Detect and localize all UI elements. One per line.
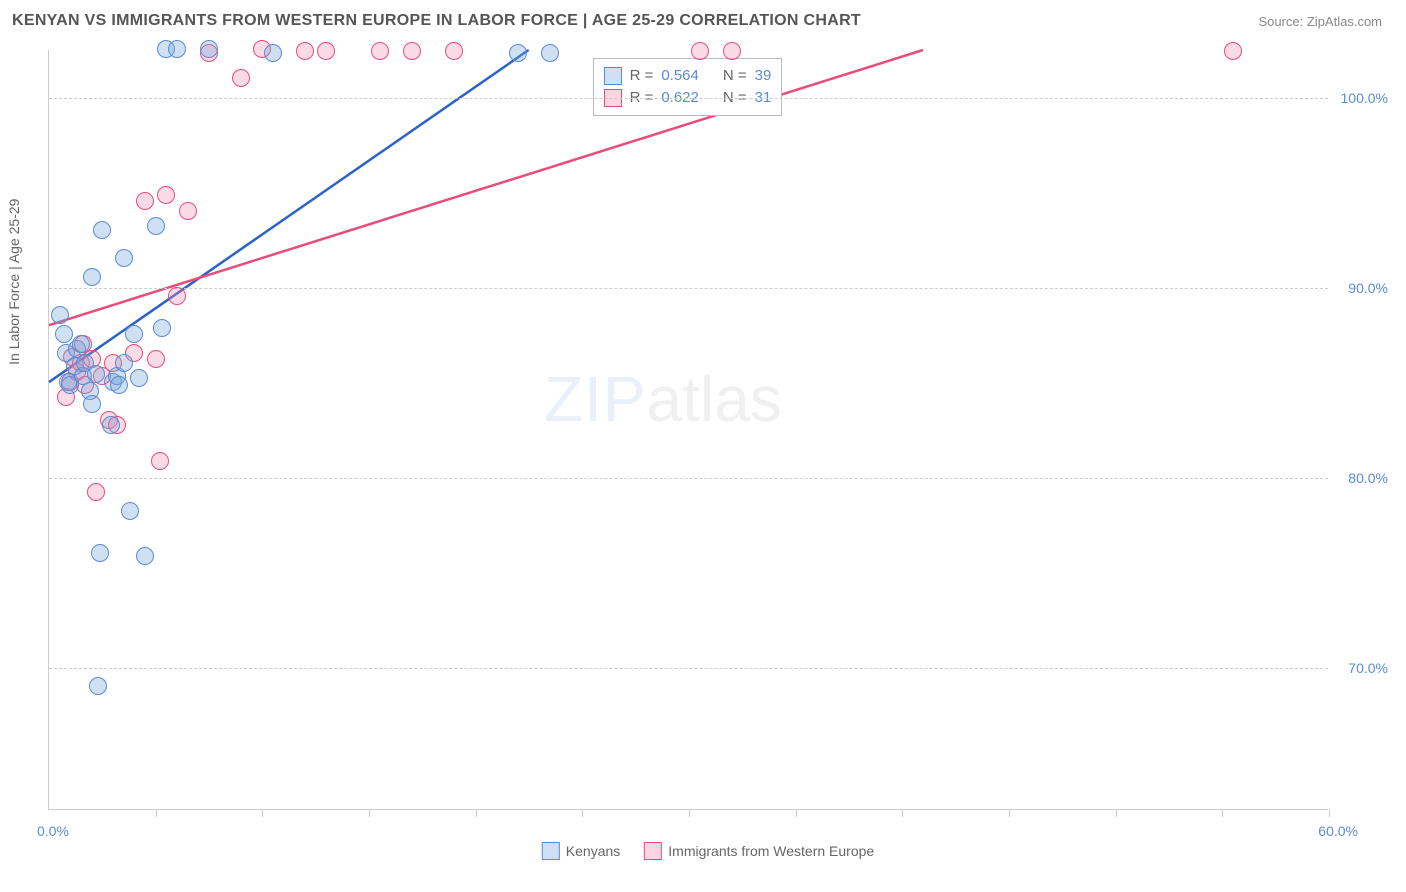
data-point xyxy=(89,677,107,695)
data-point xyxy=(200,40,218,58)
x-tick xyxy=(902,809,903,817)
data-point xyxy=(296,42,314,60)
trend-line xyxy=(49,50,529,382)
legend-item: Immigrants from Western Europe xyxy=(644,842,874,860)
data-point xyxy=(110,376,128,394)
data-point xyxy=(168,40,186,58)
stats-n-value: 39 xyxy=(755,67,772,84)
legend-item: Kenyans xyxy=(542,842,620,860)
x-tick xyxy=(1329,809,1330,817)
data-point xyxy=(179,202,197,220)
data-point xyxy=(232,69,250,87)
data-point xyxy=(83,395,101,413)
data-point xyxy=(51,306,69,324)
data-point xyxy=(151,452,169,470)
legend-swatch xyxy=(644,842,662,860)
grid-line xyxy=(49,98,1328,99)
data-point xyxy=(723,42,741,60)
data-point xyxy=(136,192,154,210)
data-point xyxy=(136,547,154,565)
stats-row: R = 0.564 N = 39 xyxy=(604,65,772,87)
legend-swatch xyxy=(542,842,560,860)
x-tick xyxy=(1116,809,1117,817)
data-point xyxy=(168,287,186,305)
data-point xyxy=(102,416,120,434)
data-point xyxy=(83,268,101,286)
data-point xyxy=(403,42,421,60)
source-label: Source: ZipAtlas.com xyxy=(1258,14,1382,29)
y-tick-label: 100.0% xyxy=(1341,90,1388,106)
grid-line xyxy=(49,478,1328,479)
x-tick xyxy=(582,809,583,817)
data-point xyxy=(371,42,389,60)
stats-swatch xyxy=(604,67,622,85)
x-tick xyxy=(796,809,797,817)
x-tick xyxy=(1009,809,1010,817)
data-point xyxy=(157,186,175,204)
data-point xyxy=(147,350,165,368)
data-point xyxy=(115,249,133,267)
data-point xyxy=(125,325,143,343)
x-tick xyxy=(262,809,263,817)
stats-r-value: 0.564 xyxy=(661,67,699,84)
data-point xyxy=(87,365,105,383)
data-point xyxy=(121,502,139,520)
data-point xyxy=(1224,42,1242,60)
data-point xyxy=(55,325,73,343)
x-label-min: 0.0% xyxy=(37,823,69,839)
legend-label: Immigrants from Western Europe xyxy=(668,843,874,859)
data-point xyxy=(691,42,709,60)
data-point xyxy=(541,44,559,62)
data-point xyxy=(72,335,90,353)
trend-lines xyxy=(49,50,1328,809)
data-point xyxy=(153,319,171,337)
data-point xyxy=(93,221,111,239)
stats-n-label: N = xyxy=(723,67,747,84)
data-point xyxy=(445,42,463,60)
trend-line xyxy=(49,50,923,325)
x-label-max: 60.0% xyxy=(1318,823,1358,839)
x-tick xyxy=(1222,809,1223,817)
grid-line xyxy=(49,668,1328,669)
plot-area: ZIPatlas R =0.564N =39R =0.622N =31 70.0… xyxy=(48,50,1328,810)
y-axis-title: In Labor Force | Age 25-29 xyxy=(6,199,22,365)
x-tick xyxy=(476,809,477,817)
y-tick-label: 90.0% xyxy=(1348,280,1388,296)
data-point xyxy=(87,483,105,501)
y-tick-label: 70.0% xyxy=(1348,660,1388,676)
data-point xyxy=(264,44,282,62)
legend: Kenyans Immigrants from Western Europe xyxy=(542,842,874,860)
data-point xyxy=(130,369,148,387)
x-tick xyxy=(156,809,157,817)
stats-box: R =0.564N =39R =0.622N =31 xyxy=(593,58,783,116)
data-point xyxy=(509,44,527,62)
data-point xyxy=(115,354,133,372)
data-point xyxy=(147,217,165,235)
data-point xyxy=(317,42,335,60)
stats-r-label: R = xyxy=(630,67,654,84)
legend-label: Kenyans xyxy=(566,843,620,859)
y-tick-label: 80.0% xyxy=(1348,470,1388,486)
chart-title: KENYAN VS IMMIGRANTS FROM WESTERN EUROPE… xyxy=(12,12,861,30)
x-tick xyxy=(689,809,690,817)
grid-line xyxy=(49,288,1328,289)
chart-container: In Labor Force | Age 25-29 ZIPatlas R =0… xyxy=(48,50,1368,830)
data-point xyxy=(91,544,109,562)
x-tick xyxy=(369,809,370,817)
